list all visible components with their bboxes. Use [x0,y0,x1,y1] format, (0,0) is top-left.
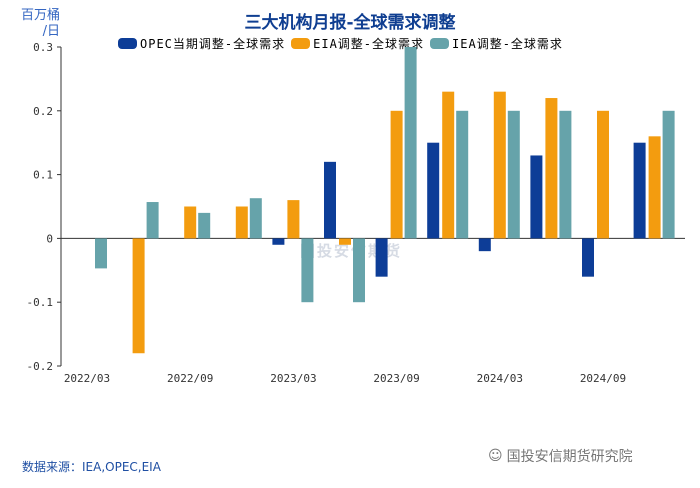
bar-iea [404,47,417,239]
bar-iea [507,110,520,239]
bar-opec [427,142,440,239]
bar-opec [324,161,336,239]
legend-label: IEA调整-全球需求 [452,37,563,51]
bar-opec [375,238,388,277]
unit-line2: /日 [42,24,60,39]
y-tick-label: 0.2 [33,105,53,118]
y-tick-label: 0 [46,232,53,245]
y-tick-label: -0.1 [27,296,54,309]
y-tick-label: 0.1 [33,169,53,182]
bar-eia [493,91,506,239]
bar-eia [132,238,145,354]
bar-opec [478,238,491,252]
brand-label: 国投安信期货研究院 [506,449,633,465]
x-tick-label: 2022/09 [167,372,213,385]
legend-label: OPEC当期调整-全球需求 [140,37,286,51]
bar-iea [146,202,159,239]
bar-iea [301,238,314,303]
x-tick-label: 2024/09 [580,372,626,385]
bar-iea [662,110,675,239]
bar-opec [582,238,594,277]
bar-eia [339,238,351,245]
y-tick-label: -0.2 [27,360,54,373]
bar-opec [530,155,543,239]
legend-swatch [430,38,450,49]
bar-iea [559,110,572,239]
bar-eia [648,136,661,239]
bar-iea [198,212,211,239]
legend-item-opec: OPEC当期调整-全球需求 [118,35,285,52]
y-axis-unit: 百万桶/日 [14,8,60,40]
bar-eia [545,98,558,239]
bar-eia [235,206,248,239]
watermark: 国投安信期货 [300,242,403,260]
x-tick-label: 2024/03 [477,372,523,385]
bar-iea [249,198,262,239]
wechat-icon: ☺ [488,448,503,464]
chart-title: 三大机构月报-全球需求调整 [244,13,456,33]
bar-opec [272,238,285,245]
bar-opec [633,142,646,239]
bar-iea [456,110,469,239]
bar-eia [442,91,455,239]
bar-iea [95,238,107,269]
bar-eia [597,110,609,239]
y-tick-label: 0.3 [33,41,53,54]
legend: OPEC当期调整-全球需求 EIA调整-全球需求 IEA调整-全球需求 [118,35,563,52]
legend-label: EIA调整-全球需求 [313,37,425,51]
legend-item-eia: EIA调整-全球需求 [291,35,424,52]
x-tick-label: 2023/03 [270,372,316,385]
legend-swatch [118,38,137,49]
legend-item-iea: IEA调整-全球需求 [430,35,563,52]
unit-line1: 百万桶 [20,8,60,23]
chart-plot: -0.2 -0.1 0 0.1 0.2 0.3 2022/03 2022/09 2023/03 2… [27,41,685,385]
legend-swatch [291,38,311,49]
bar-eia [287,200,300,239]
bar-eia [390,110,403,239]
bar-eia [184,206,197,239]
bar-iea [353,238,365,303]
x-tick-label: 2022/03 [64,372,110,385]
data-source: 数据来源：IEA,OPEC,EIA [22,460,161,474]
x-tick-label: 2023/09 [373,372,419,385]
brand: ☺ 国投安信期货研究院 [488,446,633,466]
